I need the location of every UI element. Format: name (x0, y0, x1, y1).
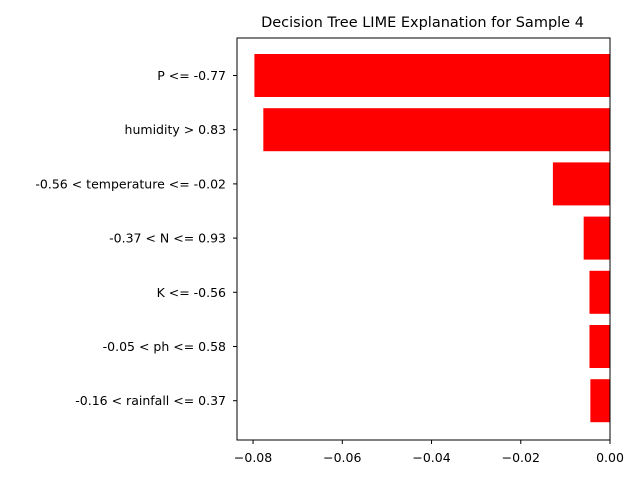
y-tick-label: K <= -0.56 (157, 285, 226, 300)
y-tick-labels: P <= -0.77 humidity > 0.83 -0.56 < tempera… (35, 68, 237, 408)
x-axis: −0.08 −0.06 −0.04 −0.02 0.00 (234, 440, 624, 465)
x-tick-label: 0.00 (596, 450, 624, 465)
bar (552, 162, 610, 206)
x-tick-label: −0.08 (234, 450, 272, 465)
x-tick-label: −0.06 (323, 450, 361, 465)
bar (589, 270, 610, 314)
chart-title: Decision Tree LIME Explanation for Sampl… (261, 15, 584, 31)
x-tick-label: −0.02 (502, 450, 540, 465)
bar (589, 325, 610, 368)
bar (590, 379, 610, 423)
plot-frame (236, 37, 611, 441)
y-tick-label: -0.37 < N <= 0.93 (109, 231, 226, 246)
y-tick-label: -0.56 < temperature <= -0.02 (35, 176, 226, 191)
y-tick-label: humidity > 0.83 (125, 122, 226, 137)
y-tick-label: -0.16 < rainfall <= 0.37 (75, 393, 226, 408)
y-tick-label: P <= -0.77 (157, 68, 226, 83)
bar (263, 108, 610, 152)
x-tick-label: −0.04 (412, 450, 450, 465)
bar (583, 216, 610, 260)
bars-group (254, 54, 611, 423)
bar (254, 54, 611, 97)
y-tick-label: -0.05 < ph <= 0.58 (103, 339, 226, 354)
